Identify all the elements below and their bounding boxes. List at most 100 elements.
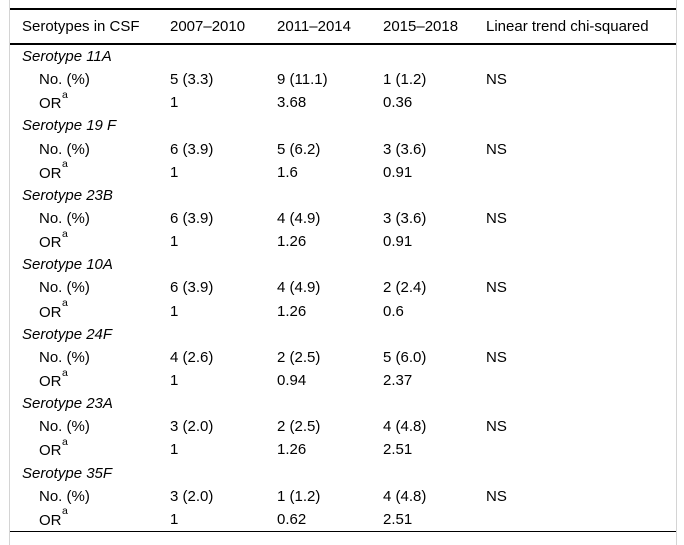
serotype-group-row: Serotype 23B — [10, 184, 676, 207]
empty-trend-cell — [486, 91, 676, 114]
odds-ratio-value: 0.94 — [277, 372, 307, 390]
odds-ratio-value: 0.36 — [383, 94, 413, 112]
serotype-group-row: Serotype 10A — [10, 253, 676, 276]
column-header-period-1: 2007–2010 — [170, 9, 277, 45]
count-value: 4 (4.9) — [277, 279, 321, 297]
odds-ratio-label-cell: ORa — [10, 508, 170, 532]
count-row: No. (%) 3 (2.0) 2 (2.5) 4 (4.8) NS — [10, 415, 676, 438]
odds-ratio-value: 1 — [170, 510, 179, 528]
serotypes-table: Serotypes in CSF 2007–2010 2011–2014 201… — [10, 8, 676, 532]
column-header-trend: Linear trend chi-squared — [486, 9, 676, 45]
odds-ratio-value: 1.26 — [277, 233, 307, 251]
serotype-label: Serotype 19 F — [22, 117, 117, 135]
odds-ratio-value: 0.91 — [383, 163, 413, 181]
odds-ratio-label: OR — [39, 373, 62, 391]
odds-ratio-value: 2.51 — [383, 510, 413, 528]
odds-ratio-footnote-marker: a — [62, 230, 68, 240]
odds-ratio-label: OR — [39, 164, 62, 182]
odds-ratio-footnote-marker: a — [62, 438, 68, 448]
odds-ratio-label: OR — [39, 234, 62, 252]
table-body: Serotype 11A No. (%) 5 (3.3) 9 (11.1) 1 (1.2… — [10, 44, 676, 531]
count-label: No. (%) — [39, 71, 90, 89]
count-row: No. (%) 4 (2.6) 2 (2.5) 5 (6.0) NS — [10, 346, 676, 369]
count-value: 3 (3.6) — [383, 210, 427, 228]
count-value: 6 (3.9) — [170, 140, 214, 158]
serotype-group-row: Serotype 23A — [10, 392, 676, 415]
odds-ratio-row: ORa 1 0.94 2.37 — [10, 369, 676, 392]
trend-value: NS — [486, 487, 507, 505]
empty-trend-cell — [486, 161, 676, 184]
count-value: 1 (1.2) — [277, 487, 321, 505]
column-header-period-3: 2015–2018 — [383, 9, 486, 45]
odds-ratio-footnote-marker: a — [62, 91, 68, 101]
trend-value: NS — [486, 71, 507, 89]
serotype-label: Serotype 24F — [22, 325, 113, 343]
odds-ratio-value: 0.62 — [277, 510, 307, 528]
trend-value: NS — [486, 279, 507, 297]
empty-trend-cell — [486, 369, 676, 392]
odds-ratio-value: 3.68 — [277, 94, 307, 112]
odds-ratio-row: ORa 1 3.68 0.36 — [10, 91, 676, 114]
odds-ratio-value: 1.26 — [277, 441, 307, 459]
odds-ratio-label: OR — [39, 303, 62, 321]
odds-ratio-footnote-marker: a — [62, 299, 68, 310]
count-value: 5 (6.0) — [383, 348, 427, 366]
count-label: No. (%) — [39, 348, 90, 366]
count-row: No. (%) 6 (3.9) 4 (4.9) 3 (3.6) NS — [10, 207, 676, 230]
count-value: 4 (2.6) — [170, 348, 214, 366]
odds-ratio-footnote-marker: a — [62, 160, 68, 171]
odds-ratio-footnote-marker: a — [62, 507, 68, 518]
count-row: No. (%) 6 (3.9) 5 (6.2) 3 (3.6) NS — [10, 138, 676, 161]
count-label: No. (%) — [39, 210, 90, 228]
count-value: 4 (4.9) — [277, 210, 321, 228]
count-value: 3 (2.0) — [170, 418, 214, 436]
table-header-row: Serotypes in CSF 2007–2010 2011–2014 201… — [10, 9, 676, 45]
empty-trend-cell — [486, 230, 676, 253]
odds-ratio-row: ORa 1 1.6 0.91 — [10, 161, 676, 184]
column-header-serotypes: Serotypes in CSF — [10, 9, 170, 45]
serotype-label: Serotype 23B — [22, 186, 113, 204]
odds-ratio-label-cell: ORa — [10, 161, 170, 184]
count-value: 2 (2.4) — [383, 279, 427, 297]
odds-ratio-row: ORa 1 1.26 0.6 — [10, 300, 676, 323]
odds-ratio-label: OR — [39, 442, 62, 460]
empty-trend-cell — [486, 438, 676, 461]
odds-ratio-label-cell: ORa — [10, 369, 170, 392]
odds-ratio-value: 1 — [170, 233, 179, 251]
table-frame: Serotypes in CSF 2007–2010 2011–2014 201… — [9, 0, 677, 545]
odds-ratio-value: 0.91 — [383, 233, 413, 251]
column-header-period-2: 2011–2014 — [277, 9, 383, 45]
odds-ratio-label-cell: ORa — [10, 438, 170, 461]
odds-ratio-value: 1 — [170, 163, 179, 181]
empty-trend-cell — [486, 300, 676, 323]
count-value: 3 (3.6) — [383, 140, 427, 158]
count-value: 4 (4.8) — [383, 418, 427, 436]
odds-ratio-label-cell: ORa — [10, 230, 170, 253]
count-value: 5 (6.2) — [277, 140, 321, 158]
trend-value: NS — [486, 210, 507, 228]
odds-ratio-value: 0.6 — [383, 302, 404, 320]
serotype-group-row: Serotype 19 F — [10, 114, 676, 137]
trend-value: NS — [486, 140, 507, 158]
trend-value: NS — [486, 418, 507, 436]
odds-ratio-value: 2.37 — [383, 372, 413, 390]
serotype-label: Serotype 35F — [22, 464, 113, 482]
count-row: No. (%) 6 (3.9) 4 (4.9) 2 (2.4) NS — [10, 276, 676, 299]
serotype-group-row: Serotype 24F — [10, 323, 676, 346]
count-value: 2 (2.5) — [277, 348, 321, 366]
odds-ratio-value: 1 — [170, 94, 179, 112]
count-value: 5 (3.3) — [170, 71, 214, 89]
count-value: 6 (3.9) — [170, 279, 214, 297]
odds-ratio-row: ORa 1 1.26 2.51 — [10, 438, 676, 461]
odds-ratio-value: 1.6 — [277, 163, 298, 181]
odds-ratio-row: ORa 1 0.62 2.51 — [10, 508, 676, 532]
count-label: No. (%) — [39, 140, 90, 158]
count-value: 2 (2.5) — [277, 418, 321, 436]
count-value: 3 (2.0) — [170, 487, 214, 505]
odds-ratio-label: OR — [39, 511, 62, 529]
count-value: 9 (11.1) — [277, 71, 328, 89]
empty-trend-cell — [486, 508, 676, 532]
odds-ratio-value: 1.26 — [277, 302, 307, 320]
odds-ratio-label: OR — [39, 95, 62, 113]
count-label: No. (%) — [39, 487, 90, 505]
